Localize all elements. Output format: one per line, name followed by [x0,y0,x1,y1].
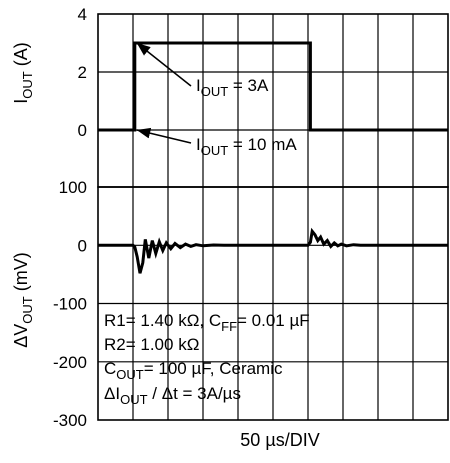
annotation-label: IOUT = 10 mA [196,135,297,158]
conditions-line: ΔIOUT / Δt = 3A/µs [104,384,241,407]
iout-series-line [98,41,448,132]
annotation-arrow [136,127,192,144]
y-tick-label: 0 [78,121,87,140]
y-tick-label: 100 [59,178,87,197]
bottom-y-axis-label: ΔVOUT (mV) [11,252,35,347]
y-tick-label: -100 [53,295,87,314]
top-y-axis-label: IOUT (A) [11,42,35,103]
dvout-series-line [98,227,448,274]
data-series [98,41,448,274]
annotation-label: IOUT = 3A [196,76,269,99]
y-tick-label: -300 [53,411,87,430]
y-tick-label: 4 [78,5,87,24]
conditions-line: R1= 1.40 kΩ, CFF= 0.01 µF [104,311,310,334]
y-tick-label: -200 [53,353,87,372]
plot-frames [97,13,449,421]
y-axis-labels: IOUT (A) ΔVOUT (mV) [11,42,35,347]
conditions-line: R2= 1.00 kΩ [104,335,199,354]
x-axis-label: 50 µs/DIV [240,430,319,450]
bottom-plot-frame [97,186,449,421]
y-tick-label: 2 [78,63,87,82]
conditions-line: COUT= 100 µF, Ceramic [104,359,283,382]
annotation-arrow [136,42,192,87]
y-tick-label: 0 [78,236,87,255]
annotations: IOUT = 3A IOUT = 10 mA [136,42,297,158]
grid [98,14,448,420]
y-tick-labels: 4 2 0 100 0 -100 -200 -300 [53,5,87,430]
